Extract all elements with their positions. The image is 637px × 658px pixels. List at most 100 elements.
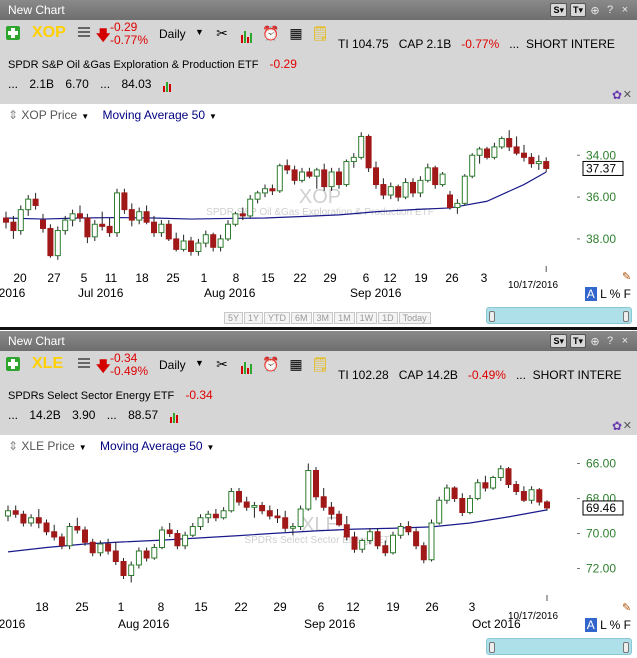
alarm-clock-icon[interactable]: ⏰ bbox=[262, 25, 280, 41]
candle[interactable] bbox=[84, 213, 91, 244]
candle[interactable] bbox=[77, 205, 83, 223]
candle[interactable] bbox=[482, 475, 489, 492]
candle[interactable] bbox=[69, 209, 76, 227]
candle[interactable] bbox=[402, 178, 409, 200]
note-icon[interactable]: 🗒 bbox=[311, 356, 329, 372]
candle[interactable] bbox=[143, 547, 150, 562]
period-3m-button[interactable]: 3M bbox=[312, 312, 334, 324]
candle[interactable] bbox=[47, 224, 54, 258]
candle[interactable] bbox=[439, 172, 446, 187]
candle[interactable] bbox=[282, 510, 289, 532]
candle[interactable] bbox=[420, 542, 427, 564]
candle[interactable] bbox=[54, 226, 61, 260]
period-select[interactable]: Daily bbox=[159, 358, 186, 372]
template-button[interactable]: T▾ bbox=[569, 334, 586, 348]
candle[interactable] bbox=[313, 467, 319, 501]
candle[interactable] bbox=[3, 211, 9, 229]
help-icon[interactable]: ? bbox=[606, 335, 614, 347]
help-icon[interactable]: ? bbox=[606, 4, 614, 16]
candle[interactable] bbox=[20, 510, 27, 527]
candle[interactable] bbox=[397, 523, 404, 539]
pencil-icon[interactable]: ✎ bbox=[622, 271, 632, 283]
fit-scale-button[interactable]: F bbox=[623, 287, 631, 301]
candle[interactable] bbox=[254, 190, 261, 204]
tools-icon[interactable]: ✂ bbox=[216, 25, 228, 41]
candle[interactable] bbox=[25, 195, 32, 216]
period-1d-button[interactable]: 1D bbox=[378, 312, 398, 324]
candle[interactable] bbox=[143, 205, 150, 225]
candle[interactable] bbox=[114, 188, 120, 237]
close-window-icon[interactable]: × bbox=[621, 4, 629, 16]
candle[interactable] bbox=[528, 153, 535, 168]
time-scrollbar[interactable] bbox=[486, 638, 632, 655]
candle[interactable] bbox=[128, 203, 135, 227]
candle[interactable] bbox=[284, 159, 291, 175]
candle[interactable] bbox=[359, 538, 366, 553]
candle[interactable] bbox=[136, 207, 143, 225]
pencil-icon[interactable]: ✎ bbox=[622, 602, 632, 614]
candle[interactable] bbox=[536, 488, 543, 506]
candle[interactable] bbox=[447, 190, 453, 210]
chevron-down-icon[interactable]: ▼ bbox=[206, 443, 215, 452]
candle[interactable] bbox=[251, 502, 258, 518]
candle[interactable] bbox=[443, 484, 450, 504]
candle[interactable] bbox=[51, 524, 58, 541]
candle[interactable] bbox=[182, 531, 189, 550]
period-1m-button[interactable]: 1M bbox=[334, 312, 355, 324]
candle[interactable] bbox=[476, 146, 483, 164]
candle[interactable] bbox=[343, 159, 350, 187]
candle[interactable] bbox=[432, 165, 439, 189]
percent-scale-button[interactable]: % bbox=[609, 287, 621, 301]
candle[interactable] bbox=[243, 496, 250, 511]
add-symbol-icon[interactable] bbox=[6, 26, 20, 40]
period-6m-button[interactable]: 6M bbox=[291, 312, 312, 324]
candle[interactable] bbox=[195, 238, 202, 256]
symbol-input[interactable]: XLE bbox=[32, 355, 64, 372]
period-select[interactable]: Daily bbox=[159, 27, 186, 41]
legend-moving-average[interactable]: Moving Average 50 bbox=[100, 439, 203, 453]
candle[interactable] bbox=[520, 486, 527, 502]
list-icon[interactable] bbox=[78, 27, 90, 39]
symbol-settings-button[interactable]: S▾ bbox=[550, 3, 567, 17]
candle[interactable] bbox=[210, 232, 217, 252]
candle[interactable] bbox=[543, 157, 550, 172]
candle[interactable] bbox=[128, 561, 135, 583]
candle[interactable] bbox=[306, 167, 313, 179]
candle[interactable] bbox=[350, 153, 357, 168]
candle[interactable] bbox=[395, 184, 402, 202]
percent-scale-button[interactable]: % bbox=[609, 618, 621, 632]
calculator-icon[interactable]: ▦ bbox=[289, 25, 303, 41]
candle[interactable] bbox=[112, 542, 119, 565]
candle[interactable] bbox=[351, 531, 358, 553]
legend-moving-average[interactable]: Moving Average 50 bbox=[102, 108, 205, 122]
candle[interactable] bbox=[474, 479, 481, 501]
symbol-settings-button[interactable]: S▾ bbox=[550, 334, 567, 348]
candle[interactable] bbox=[521, 144, 527, 162]
candle[interactable] bbox=[461, 174, 468, 206]
candle[interactable] bbox=[366, 528, 373, 544]
pin-icon[interactable]: ⊕ bbox=[590, 335, 600, 348]
candle[interactable] bbox=[62, 215, 69, 235]
candle[interactable] bbox=[89, 538, 96, 557]
candle[interactable] bbox=[151, 544, 158, 560]
candle[interactable] bbox=[266, 505, 273, 520]
candle[interactable] bbox=[528, 486, 535, 504]
candle[interactable] bbox=[291, 165, 298, 185]
candle[interactable] bbox=[374, 528, 381, 550]
candle[interactable] bbox=[373, 161, 379, 189]
candle[interactable] bbox=[305, 463, 312, 511]
candle[interactable] bbox=[262, 184, 268, 198]
chevron-down-icon[interactable]: ▼ bbox=[209, 112, 217, 121]
candle[interactable] bbox=[343, 516, 350, 541]
symbol-input[interactable]: XOP bbox=[32, 24, 66, 41]
time-scrollbar[interactable] bbox=[486, 307, 632, 324]
candle[interactable] bbox=[328, 167, 335, 191]
collapse-icon[interactable]: ⇕ bbox=[8, 108, 19, 122]
candle[interactable] bbox=[490, 475, 497, 490]
candle[interactable] bbox=[35, 509, 42, 529]
alarm-clock-icon[interactable]: ⏰ bbox=[262, 356, 280, 372]
color-wheel-icon[interactable]: ✿ bbox=[611, 419, 622, 433]
candle[interactable] bbox=[390, 531, 396, 555]
candle[interactable] bbox=[232, 211, 239, 227]
